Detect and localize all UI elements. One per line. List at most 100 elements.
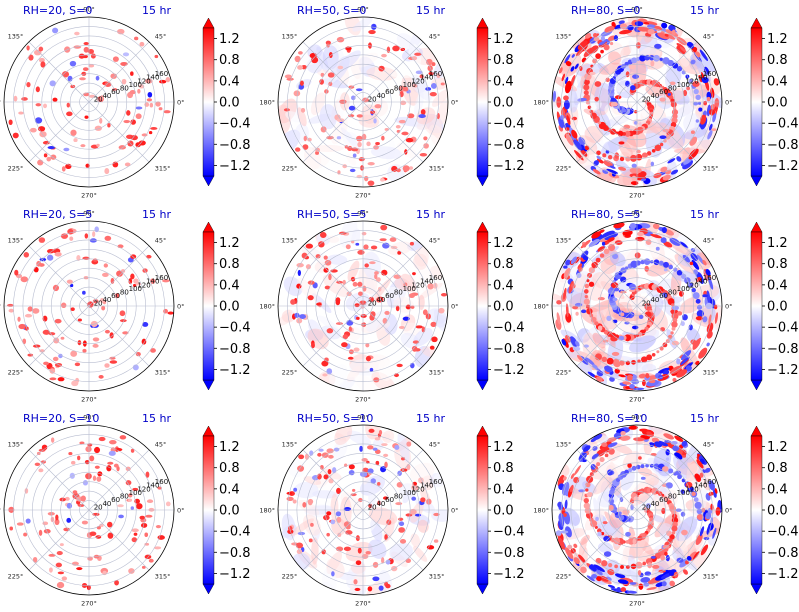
field-cell — [378, 585, 384, 591]
field-cell — [564, 54, 571, 64]
angular-gridline — [576, 449, 638, 511]
field-cell — [659, 57, 663, 61]
field-cell — [342, 279, 346, 285]
field-cell — [286, 77, 294, 81]
panel-title-right: 15 hr — [142, 208, 171, 221]
field-cell — [629, 222, 637, 229]
field-cell — [681, 440, 688, 447]
colorbar-tick-label: 0.8 — [493, 53, 514, 68]
radial-tick-label: 120 — [137, 281, 150, 289]
angular-gridline — [576, 305, 638, 367]
field-cell — [558, 513, 565, 523]
field-cell — [392, 45, 400, 52]
field-cell — [711, 128, 717, 132]
colorbar-body — [476, 27, 489, 177]
angle-tick-label: 135° — [556, 441, 572, 449]
field-cell — [76, 567, 83, 571]
field-blob — [311, 537, 319, 565]
field-cell — [59, 543, 64, 547]
field-cell — [638, 456, 642, 460]
field-cell — [607, 35, 616, 42]
field-cell — [296, 317, 303, 324]
field-cell — [410, 305, 415, 309]
field-cell — [708, 314, 712, 325]
radial-tick-label: 160 — [155, 70, 168, 78]
field-cell — [283, 108, 290, 112]
field-cell — [603, 535, 610, 542]
field-cell — [72, 490, 78, 495]
field-cell — [35, 103, 42, 107]
field-cell — [572, 346, 581, 351]
colorbar-extend-max — [476, 17, 489, 29]
field-cell — [353, 347, 360, 352]
field-cell — [365, 551, 371, 555]
field-cell — [664, 551, 668, 556]
field-cell — [35, 86, 40, 93]
field-cell — [650, 60, 655, 67]
field-cell — [608, 237, 615, 242]
field-cell — [636, 231, 644, 237]
angular-gridline — [636, 305, 698, 367]
angle-tick-label: 90° — [83, 6, 95, 14]
field-cell — [591, 574, 598, 579]
radial-tick-label: 20 — [94, 95, 103, 103]
field-blob — [353, 52, 379, 68]
colorbar-body — [750, 231, 763, 381]
field-cell — [697, 101, 702, 105]
field-cell — [123, 119, 131, 124]
radial-tick-label: 60 — [385, 88, 394, 96]
colorbar-tick-label: −1.2 — [493, 567, 525, 582]
field-cell — [381, 443, 388, 447]
field-cell — [688, 148, 699, 160]
field-cell — [146, 98, 153, 102]
radial-tick-label: 80 — [668, 289, 677, 297]
field-cell — [25, 518, 31, 524]
field-cell — [579, 458, 583, 462]
field-cell — [583, 289, 589, 294]
field-cell — [691, 260, 700, 270]
radial-tick-label: 160 — [429, 70, 442, 78]
field-cell — [355, 560, 362, 566]
field-cell — [351, 95, 356, 101]
field-cell — [637, 26, 650, 32]
field-cell — [640, 178, 647, 181]
field-cell — [618, 335, 625, 341]
field-cell — [114, 580, 119, 586]
field-cell — [632, 538, 637, 545]
field-cell — [607, 584, 616, 589]
field-cell — [414, 52, 422, 56]
field-cell — [680, 321, 685, 327]
field-cell — [598, 121, 607, 130]
field-cell — [663, 433, 675, 440]
field-cell — [584, 145, 590, 151]
field-cell — [676, 156, 682, 162]
field-cell — [154, 54, 159, 59]
field-cell — [661, 581, 667, 587]
field-cell — [573, 139, 582, 151]
field-cell — [637, 569, 642, 576]
polar-frame — [277, 220, 449, 392]
field-blob — [312, 490, 339, 499]
field-cell — [612, 297, 618, 302]
field-cell — [149, 102, 154, 108]
colorbar-tick-label: −0.8 — [493, 546, 525, 561]
field-cell — [87, 49, 95, 55]
field-cell — [629, 167, 642, 174]
angle-tick-label: 135° — [8, 33, 24, 41]
field-cell — [584, 73, 592, 81]
angle-tick-label: 225° — [282, 572, 298, 580]
field-cell — [144, 532, 149, 538]
field-cell — [415, 70, 423, 75]
field-cell — [638, 171, 647, 178]
field-blob — [431, 509, 448, 522]
field-cell — [36, 260, 42, 267]
field-cell — [63, 147, 70, 152]
field-cell — [708, 480, 715, 491]
field-cell — [336, 516, 342, 523]
field-cell — [667, 158, 676, 164]
radial-tick-label: 80 — [668, 85, 677, 93]
field-cell — [342, 334, 349, 340]
field-cell — [698, 107, 703, 112]
angle-tick-label: 315° — [155, 164, 171, 172]
